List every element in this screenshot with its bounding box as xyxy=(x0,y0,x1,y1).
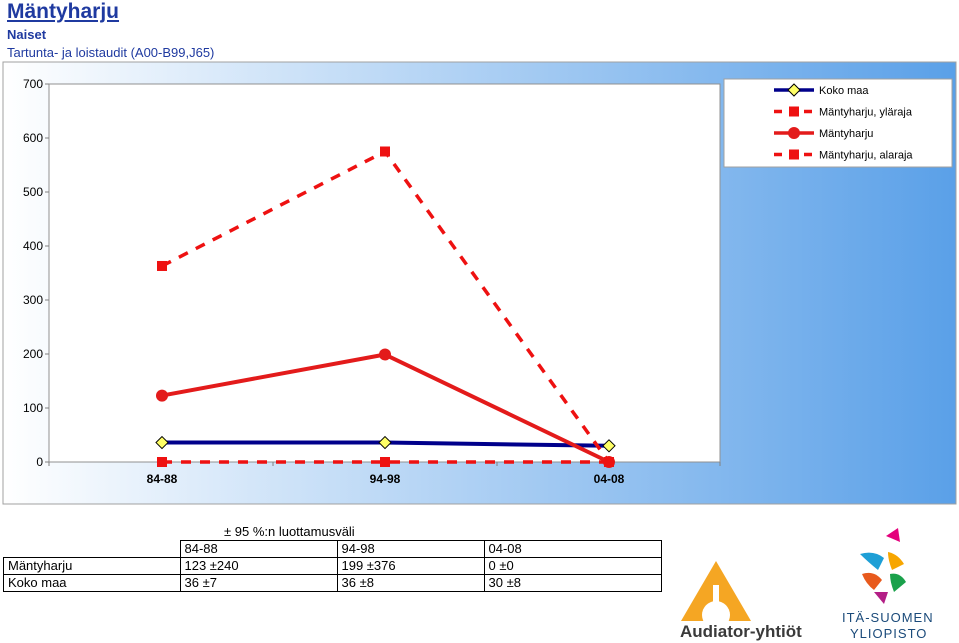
table-row: Koko maa 36 ±7 36 ±8 30 ±8 xyxy=(3,574,662,592)
data-point xyxy=(157,260,167,271)
page-subtitle: Naiset xyxy=(7,27,47,42)
chart-series xyxy=(155,146,616,468)
table-header-cell: 84-88 xyxy=(179,540,338,558)
table-row-label: Mäntyharju xyxy=(3,557,181,575)
data-point xyxy=(379,348,391,361)
audiator-logo: Audiator-yhtiöt xyxy=(680,561,802,641)
table-row-label: Koko maa xyxy=(3,574,181,592)
legend-label: Mäntyharju, yläraja xyxy=(819,107,913,119)
logo-petal xyxy=(890,573,906,592)
table-header-row: 84-88 94-98 04-08 xyxy=(3,540,662,558)
logo-petal xyxy=(874,592,888,604)
data-point xyxy=(788,127,800,139)
data-point xyxy=(380,457,390,467)
data-point xyxy=(378,435,392,450)
y-tick-label: 200 xyxy=(23,347,43,361)
x-tick-label: 94-98 xyxy=(370,472,401,486)
uef-logo-line2: YLIOPISTO xyxy=(850,626,927,641)
table-cell: 30 ±8 xyxy=(483,574,662,592)
x-axis: 84-88 94-98 04-08 xyxy=(48,462,721,486)
x-tick-label: 04-08 xyxy=(594,472,625,486)
legend-label: Mäntyharju xyxy=(819,128,873,140)
logo-petal xyxy=(888,552,904,570)
uef-logo: ITÄ-SUOMEN YLIOPISTO xyxy=(842,528,934,641)
y-tick-label: 700 xyxy=(23,77,43,91)
table-caption: ± 95 %:n luottamusväli xyxy=(224,524,355,539)
legend-label: Mäntyharju, alaraja xyxy=(819,150,913,162)
page-title: Mäntyharju xyxy=(7,0,120,23)
confidence-table: 84-88 94-98 04-08 Mäntyharju 123 ±240 19… xyxy=(3,540,662,592)
table-cell: 36 ±8 xyxy=(336,574,485,592)
table-cell: 123 ±240 xyxy=(179,557,338,575)
table-header-cell: 04-08 xyxy=(483,540,662,558)
table-cell: 199 ±376 xyxy=(336,557,485,575)
data-point xyxy=(787,83,801,97)
legend: Koko maa Mäntyharju, yläraja Mäntyharju Män… xyxy=(723,78,953,168)
y-axis: 0 100 200 300 400 500 600 700 xyxy=(23,77,49,469)
logo-bar xyxy=(713,585,719,615)
uef-logo-line1: ITÄ-SUOMEN xyxy=(842,610,934,625)
logo-petal xyxy=(862,572,882,590)
table-header-cell: 94-98 xyxy=(336,540,485,558)
data-point xyxy=(157,457,167,467)
plot-area xyxy=(48,83,721,463)
y-tick-label: 100 xyxy=(23,401,43,415)
y-tick-label: 300 xyxy=(23,293,43,307)
y-tick-label: 0 xyxy=(36,455,43,469)
legend-box xyxy=(723,78,953,168)
logo-petal xyxy=(860,552,884,570)
data-point xyxy=(789,149,799,160)
data-point xyxy=(155,435,169,450)
data-point xyxy=(156,389,168,402)
table-row: Mäntyharju 123 ±240 199 ±376 0 ±0 xyxy=(3,557,662,575)
data-point xyxy=(789,106,799,117)
data-point xyxy=(602,439,616,453)
data-point xyxy=(380,146,390,157)
y-tick-label: 500 xyxy=(23,185,43,199)
line-chart: 0 100 200 300 400 500 600 700 84-88 94-98 04-08 K… xyxy=(2,61,957,505)
y-tick-label: 400 xyxy=(23,239,43,253)
table-corner xyxy=(3,540,180,558)
legend-label: Koko maa xyxy=(819,85,869,97)
x-tick-label: 84-88 xyxy=(147,472,178,486)
table-cell: 0 ±0 xyxy=(483,557,662,575)
page-description: Tartunta- ja loistaudit (A00-B99,J65) xyxy=(7,45,215,60)
audiator-logo-text: Audiator-yhtiöt xyxy=(680,622,802,641)
data-point xyxy=(604,457,614,467)
table-cell: 36 ±7 xyxy=(179,574,338,592)
logo-petal xyxy=(886,528,900,542)
y-tick-label: 600 xyxy=(23,131,43,145)
